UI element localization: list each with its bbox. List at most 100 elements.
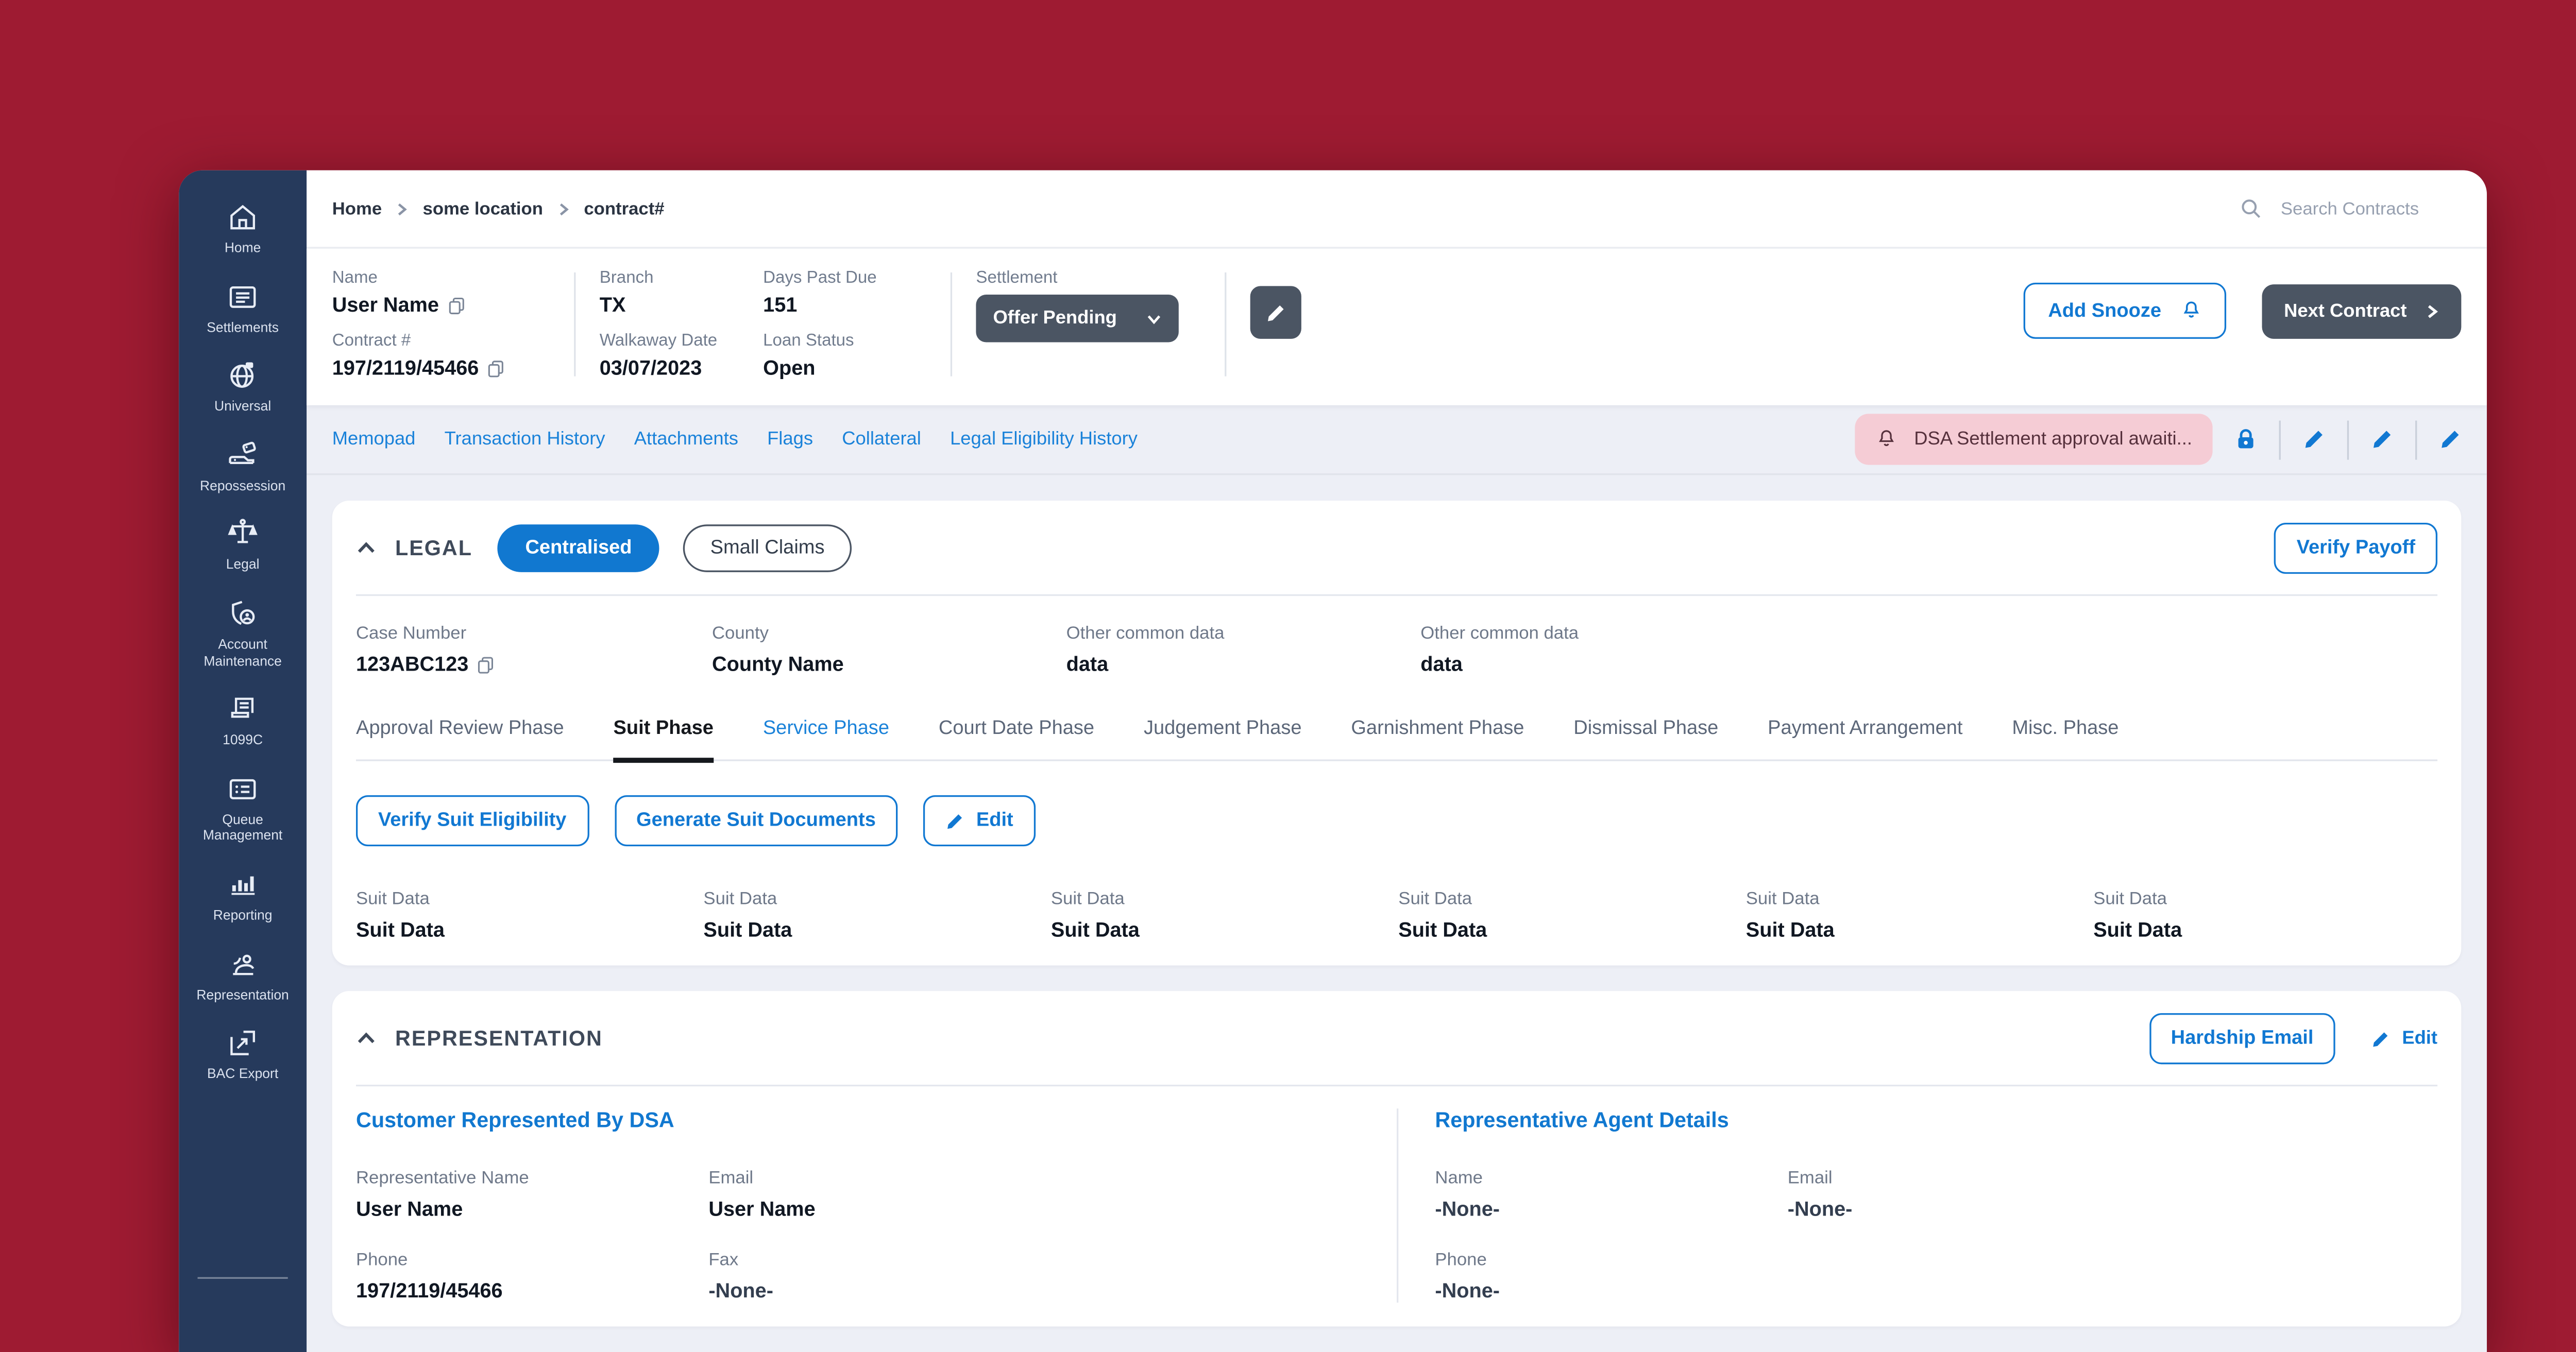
- suit-data-label: Suit Data: [2093, 888, 2167, 910]
- agent-email-field: Email -None-: [1788, 1168, 2437, 1221]
- sidebar-item-label: Settlements: [207, 319, 279, 335]
- agent-name-field: Name -None-: [1435, 1168, 1787, 1221]
- tab-judgement-phase[interactable]: Judgement Phase: [1143, 718, 1302, 739]
- search-input[interactable]: [2277, 196, 2462, 221]
- tab-misc-phase[interactable]: Misc. Phase: [2012, 718, 2119, 739]
- sidebar-item-legal[interactable]: Legal: [179, 517, 307, 574]
- pencil-icon: [1265, 302, 1286, 323]
- subnav-link-transaction-history[interactable]: Transaction History: [444, 429, 605, 450]
- legal-section: LEGAL Centralised Small Claims Verify Pa…: [332, 500, 2462, 966]
- subnav-link-collateral[interactable]: Collateral: [842, 429, 921, 450]
- column-divider: [1396, 1108, 1398, 1303]
- suit-data-value: Suit Data: [1745, 917, 1835, 942]
- sidebar-item-reporting[interactable]: Reporting: [179, 867, 307, 924]
- subnav-link-flags[interactable]: Flags: [767, 429, 814, 450]
- tab-dismissal-phase[interactable]: Dismissal Phase: [1573, 718, 1719, 739]
- tab-suit-phase[interactable]: Suit Phase: [613, 718, 714, 763]
- bac-export-icon: [225, 1025, 260, 1061]
- sidebar-item-universal[interactable]: Universal: [179, 358, 307, 415]
- sidebar-divider: [197, 1277, 288, 1279]
- universal-globe-icon: [225, 358, 260, 393]
- subnav-link-legal-eligibility-history[interactable]: Legal Eligibility History: [950, 429, 1138, 450]
- phone-value: 197/2119/45466: [355, 1278, 503, 1303]
- county-field: County County Name: [712, 623, 1066, 676]
- suit-data-field: Suit Data Suit Data: [1398, 889, 1745, 942]
- sidebar-item-settlements[interactable]: Settlements: [179, 279, 307, 336]
- collapse-chevron-up-icon[interactable]: [356, 1029, 377, 1049]
- account-maintenance-shield-icon: [225, 596, 260, 631]
- subnav-link-attachments[interactable]: Attachments: [634, 429, 738, 450]
- pencil-icon[interactable]: [2303, 427, 2325, 451]
- sidebar-item-label: Queue Management: [202, 812, 283, 844]
- notification-banner[interactable]: DSA Settlement approval awaiti...: [1854, 414, 2213, 465]
- suit-data-value: Suit Data: [1050, 917, 1140, 942]
- small-claims-pill[interactable]: Small Claims: [683, 524, 852, 572]
- suit-data-value: Suit Data: [355, 917, 445, 942]
- tab-payment-arrangement[interactable]: Payment Arrangement: [1768, 718, 1963, 739]
- edit-label: Edit: [2402, 1028, 2438, 1049]
- phase-tabs: Approval Review Phase Suit Phase Service…: [355, 718, 2438, 763]
- sidebar-item-representation[interactable]: Representation: [179, 946, 307, 1003]
- add-snooze-button[interactable]: Add Snooze: [2024, 282, 2226, 339]
- pencil-icon: [2371, 1030, 2390, 1048]
- sidebar-item-label: 1099C: [223, 732, 263, 748]
- county-value: County Name: [711, 652, 844, 676]
- main-area: Home some location contract#: [307, 170, 2487, 1352]
- sidebar-item-1099c[interactable]: 1099C: [179, 692, 307, 749]
- settlement-dropdown[interactable]: Offer Pending: [976, 294, 1179, 343]
- fax-field: Fax -None-: [708, 1250, 1396, 1303]
- case-number-value: 123ABC123: [355, 652, 469, 676]
- sidebar-item-account-maintenance[interactable]: Account Maintenance: [179, 596, 307, 670]
- suit-data-label: Suit Data: [355, 888, 430, 910]
- pencil-icon[interactable]: [2371, 427, 2393, 451]
- tab-service-phase[interactable]: Service Phase: [762, 718, 889, 739]
- case-number-field: Case Number 123ABC123: [356, 623, 712, 676]
- hardship-email-button[interactable]: Hardship Email: [2148, 1013, 2336, 1065]
- edit-label: Edit: [976, 810, 1013, 831]
- copy-icon[interactable]: [477, 655, 494, 673]
- centralised-pill[interactable]: Centralised: [498, 524, 659, 572]
- copy-icon[interactable]: [448, 296, 465, 314]
- subnav-link-memopad[interactable]: Memopad: [332, 429, 416, 450]
- verify-payoff-button[interactable]: Verify Payoff: [2274, 522, 2438, 574]
- collapse-chevron-up-icon[interactable]: [356, 538, 377, 559]
- sidebar-item-label: Reporting: [213, 907, 273, 923]
- next-contract-button[interactable]: Next Contract: [2262, 283, 2462, 338]
- sidebar-item-label: Account Maintenance: [204, 637, 282, 669]
- breadcrumb-location[interactable]: some location: [422, 198, 543, 219]
- days-past-due-value: 151: [763, 293, 798, 317]
- breadcrumb-contract[interactable]: contract#: [584, 198, 665, 219]
- verify-suit-eligibility-button[interactable]: Verify Suit Eligibility: [355, 795, 589, 847]
- fax-value: -None-: [708, 1278, 773, 1303]
- edit-button[interactable]: Edit: [923, 795, 1036, 847]
- icon-separator: [2415, 419, 2417, 459]
- sidebar-item-queue-management[interactable]: Queue Management: [179, 771, 307, 845]
- contract-header: Name User Name Contract # 197/2119/45466: [307, 248, 2487, 405]
- chevron-right-icon: [556, 202, 570, 215]
- loan-status-label: Loan Status: [763, 332, 854, 351]
- representative-agent-column: Representative Agent Details Name -None-…: [1398, 1108, 2437, 1303]
- header-edit-button[interactable]: [1250, 286, 1301, 339]
- representation-section-title: REPRESENTATION: [395, 1026, 603, 1051]
- tab-garnishment-phase[interactable]: Garnishment Phase: [1351, 718, 1524, 739]
- agent-phone-field: Phone -None-: [1435, 1250, 1787, 1303]
- search-bar: [2240, 196, 2462, 221]
- pencil-icon[interactable]: [2439, 427, 2461, 451]
- lock-icon[interactable]: [2235, 427, 2257, 451]
- tab-approval-review-phase[interactable]: Approval Review Phase: [355, 718, 564, 739]
- sidebar-item-bac-export[interactable]: BAC Export: [179, 1025, 307, 1083]
- representative-agent-heading: Representative Agent Details: [1435, 1108, 1729, 1133]
- sidebar-item-repossession[interactable]: Repossession: [179, 437, 307, 494]
- copy-icon[interactable]: [487, 358, 504, 377]
- suit-data-label: Suit Data: [1398, 888, 1472, 910]
- county-label: County: [711, 623, 769, 644]
- suit-data-field: Suit Data Suit Data: [2093, 889, 2437, 942]
- sidebar-item-home[interactable]: Home: [179, 199, 307, 256]
- tab-court-date-phase[interactable]: Court Date Phase: [938, 718, 1095, 739]
- search-icon: [2240, 198, 2262, 220]
- suit-data-value: Suit Data: [1398, 917, 1487, 942]
- generate-suit-documents-button[interactable]: Generate Suit Documents: [614, 795, 898, 847]
- breadcrumb-home[interactable]: Home: [332, 198, 382, 219]
- representation-edit-link[interactable]: Edit: [2371, 1029, 2437, 1049]
- sidebar-item-label: Universal: [214, 399, 272, 415]
